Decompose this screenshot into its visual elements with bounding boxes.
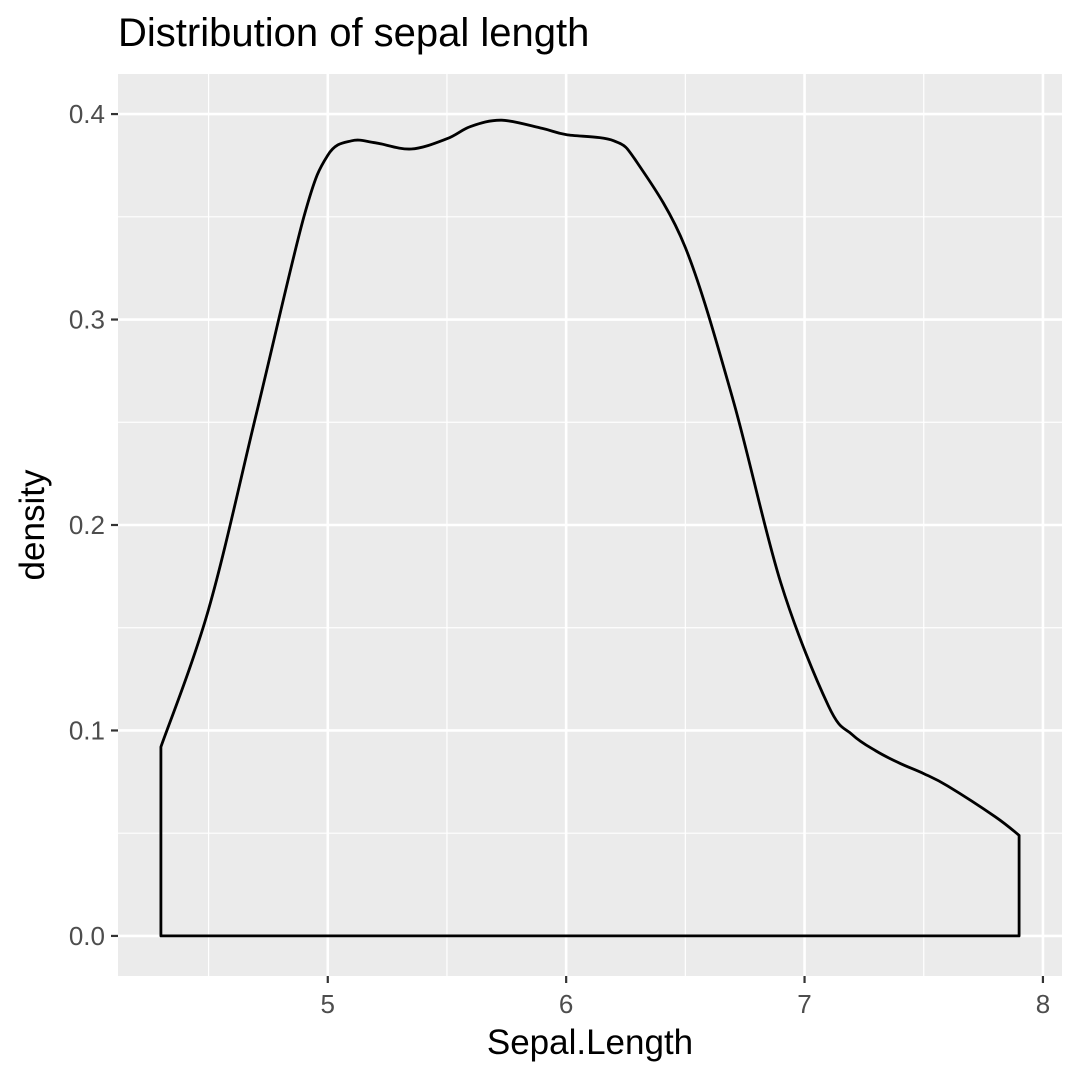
density-curve	[159, 118, 1021, 938]
y-tick-label: 0.3	[69, 305, 105, 335]
y-axis: 0.0 0.1 0.2 0.3 0.4	[69, 99, 118, 951]
x-tick-label: 7	[797, 989, 811, 1019]
x-axis: 5 6 7 8	[321, 976, 1050, 1019]
x-axis-title: Sepal.Length	[487, 1023, 693, 1062]
y-tick-label: 0.0	[69, 921, 105, 951]
major-gridlines	[118, 74, 1062, 976]
x-tick-label: 8	[1036, 989, 1050, 1019]
y-tick-label: 0.1	[69, 715, 105, 745]
y-tick-label: 0.4	[69, 99, 105, 129]
y-tick-label: 0.2	[69, 510, 105, 540]
x-tick-label: 6	[559, 989, 573, 1019]
y-axis-title: density	[13, 469, 52, 580]
x-tick-label: 5	[321, 989, 335, 1019]
chart-title: Distribution of sepal length	[118, 11, 589, 55]
